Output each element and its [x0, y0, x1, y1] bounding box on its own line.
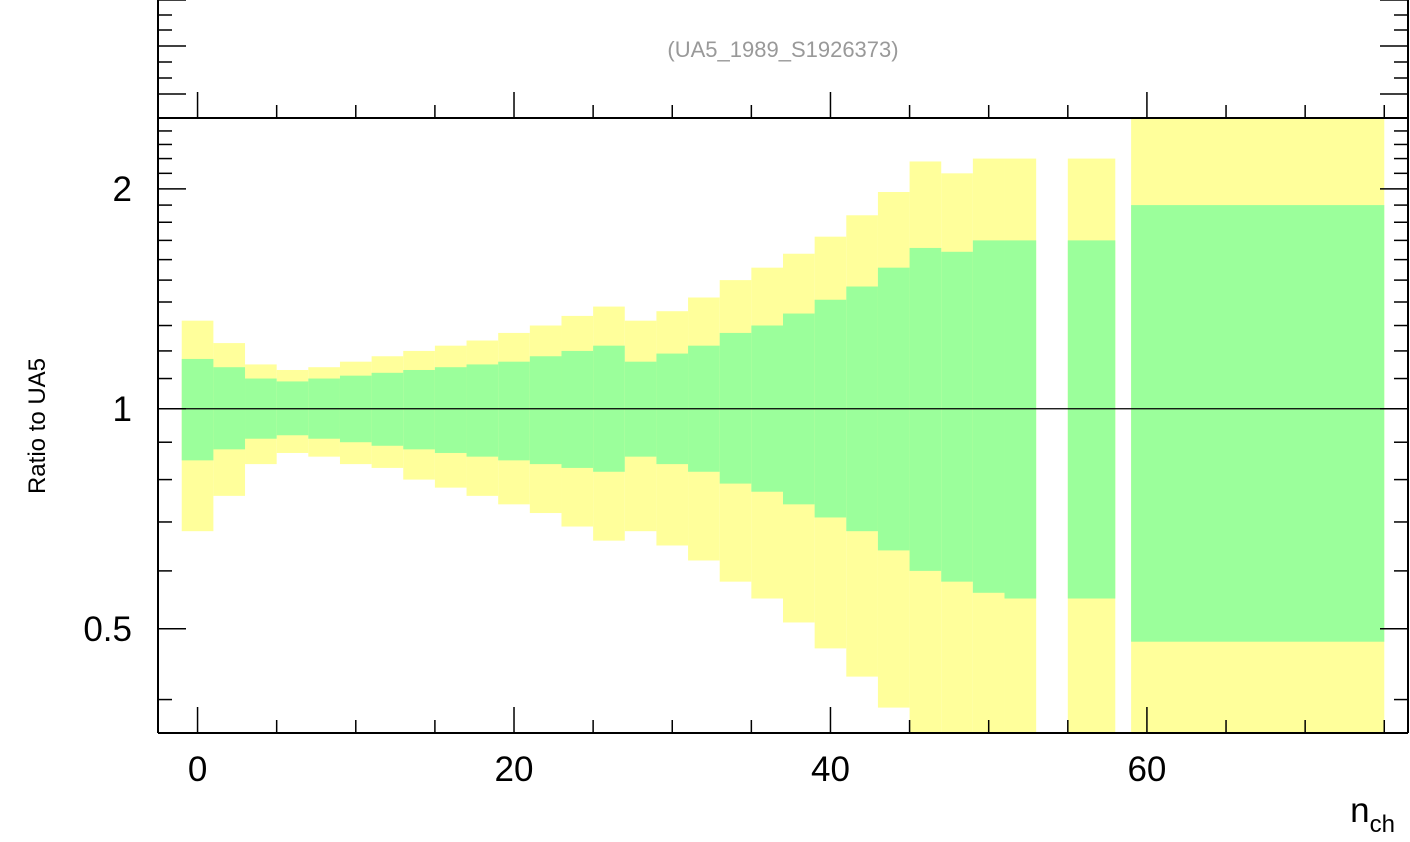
stat-band-28 [1131, 205, 1385, 642]
stat-band-11 [529, 356, 562, 465]
x-tick-label-0: 0 [188, 750, 207, 789]
tick-labels: 0 20 40 60 0.5 1 2 [83, 170, 1166, 789]
y-axis-label: Ratio to UA5 [24, 358, 51, 494]
band-group [181, 118, 1385, 734]
plot-frame [157, 0, 1409, 734]
x-tick-label-40: 40 [811, 750, 850, 789]
stat-band-9 [466, 364, 499, 457]
stat-band-27 [1067, 240, 1116, 599]
y-tick-label-2: 2 [113, 170, 132, 209]
chart-title: (UA5_1989_S1926373) [667, 37, 898, 62]
y-tick-label-0.5: 0.5 [83, 610, 132, 649]
stat-band-25 [972, 240, 1005, 593]
y-tick-label-1: 1 [113, 390, 132, 429]
stat-band-10 [498, 361, 530, 461]
x-axis-label-subscript: ch [1370, 811, 1395, 838]
stat-band-23 [909, 247, 942, 571]
stat-band-0 [181, 358, 214, 461]
x-axis-label-main: n [1350, 791, 1369, 830]
stat-band-8 [434, 367, 467, 453]
stat-band-24 [941, 251, 973, 582]
stat-band-26 [1004, 240, 1037, 599]
x-tick-label-20: 20 [495, 750, 534, 789]
stat-band-7 [403, 369, 435, 450]
x-axis-label: nch [1350, 791, 1395, 838]
axis-ticks [158, 0, 1408, 733]
x-tick-label-60: 60 [1127, 750, 1166, 789]
stat-band-12 [561, 350, 594, 468]
